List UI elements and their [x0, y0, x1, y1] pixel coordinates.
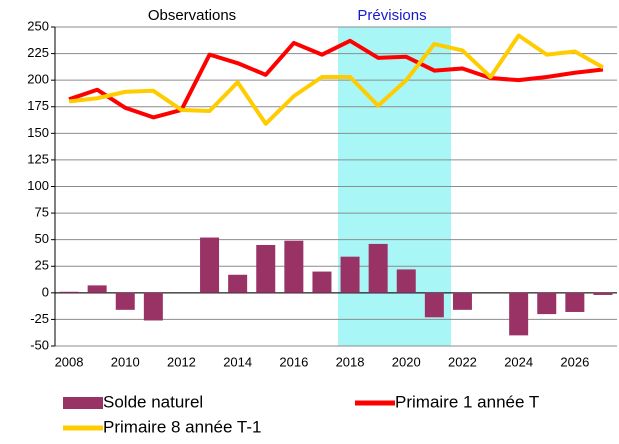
bar	[341, 257, 360, 293]
bar	[369, 244, 388, 293]
y-tick-label: 75	[35, 205, 49, 220]
x-tick-label: 2024	[504, 354, 533, 369]
y-tick-label: -50	[30, 337, 49, 352]
bar	[397, 269, 416, 292]
annotation: Prévisions	[357, 7, 426, 24]
bar	[565, 293, 584, 312]
y-tick-label: 250	[27, 18, 49, 33]
legend-label: Primaire 8 année T-1	[103, 417, 261, 436]
bar	[60, 292, 79, 293]
y-tick-label: 25	[35, 258, 49, 273]
bar	[312, 272, 331, 293]
y-tick-label: 100	[27, 178, 49, 193]
y-tick-label: 0	[42, 284, 49, 299]
bar	[144, 293, 163, 321]
bar	[453, 293, 472, 310]
x-tick-label: 2016	[279, 354, 308, 369]
legend-swatch	[63, 397, 103, 409]
x-tick-label: 2022	[448, 354, 477, 369]
legend-label: Solde naturel	[103, 392, 203, 411]
annotation: Observations	[148, 7, 236, 24]
y-tick-label: 150	[27, 125, 49, 140]
bar	[256, 245, 275, 293]
x-tick-label: 2010	[111, 354, 140, 369]
bar	[200, 238, 219, 293]
bar	[537, 293, 556, 314]
x-tick-label: 2008	[55, 354, 84, 369]
x-tick-label: 2012	[167, 354, 196, 369]
x-tick-label: 2014	[223, 354, 252, 369]
x-tick-label: 2020	[392, 354, 421, 369]
bar	[116, 293, 135, 310]
y-tick-label: -25	[30, 311, 49, 326]
bar	[88, 285, 107, 292]
y-tick-label: 50	[35, 231, 49, 246]
bar	[284, 241, 303, 293]
legend-label: Primaire 1 année T	[395, 392, 539, 411]
bar	[425, 293, 444, 317]
y-tick-label: 175	[27, 98, 49, 113]
x-tick-label: 2018	[336, 354, 365, 369]
y-tick-label: 200	[27, 72, 49, 87]
bar	[509, 293, 528, 336]
x-tick-label: 2026	[560, 354, 589, 369]
bar	[593, 293, 612, 295]
bar	[228, 275, 247, 293]
line	[69, 41, 603, 118]
y-tick-label: 125	[27, 151, 49, 166]
y-tick-label: 225	[27, 45, 49, 60]
